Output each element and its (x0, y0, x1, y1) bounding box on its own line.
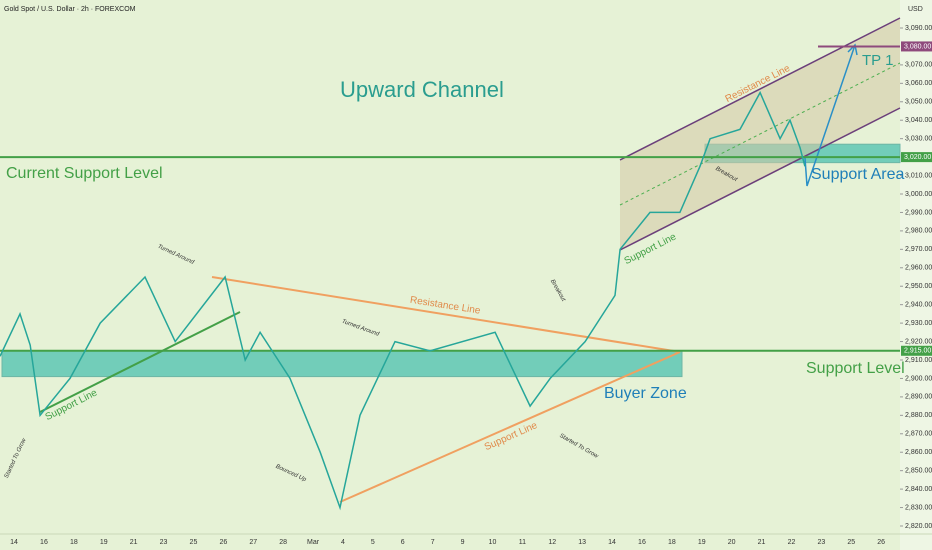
y-tick-label: 2,980.00 (905, 228, 932, 235)
annotation: Buyer Zone (604, 385, 687, 402)
x-tick-label: 16 (638, 539, 646, 546)
x-tick-label: 23 (817, 539, 825, 546)
x-tick-label: 16 (40, 539, 48, 546)
x-tick-label: 26 (219, 539, 227, 546)
y-tick-label: 2,830.00 (905, 504, 932, 511)
x-tick-label: 10 (489, 539, 497, 546)
x-tick-label: 9 (461, 539, 465, 546)
x-tick-label: 4 (341, 539, 345, 546)
resistance-line (211, 276, 681, 353)
y-tick-label: 2,960.00 (905, 265, 932, 272)
x-tick-label: 23 (160, 539, 168, 546)
channel-upper (619, 17, 901, 161)
y-tick-label: 2,890.00 (905, 394, 932, 401)
axis-unit: USD (908, 6, 923, 13)
channel-mid (619, 62, 901, 206)
x-tick-label: 14 (608, 539, 616, 546)
x-tick-label: 25 (847, 539, 855, 546)
y-tick-label: 2,820.00 (905, 523, 932, 530)
y-tick-label: 2,970.00 (905, 246, 932, 253)
price-tag-label: 3,080.00 (904, 43, 931, 50)
y-tick-label: 2,900.00 (905, 375, 932, 382)
x-tick-label: 18 (668, 539, 676, 546)
channel-lower (619, 107, 901, 251)
price-tag (901, 41, 932, 52)
support-line (339, 351, 681, 503)
annotation: Support Level (806, 360, 905, 377)
annotation: Upward Channel (340, 77, 504, 102)
x-tick-label: 22 (788, 539, 796, 546)
annotation: Support Area (811, 166, 905, 183)
y-tick-label: 3,010.00 (905, 172, 932, 179)
price-axis (900, 0, 932, 550)
chart-title: Gold Spot / U.S. Dollar · 2h · FOREXCOM (4, 6, 136, 13)
x-tick-label: 25 (190, 539, 198, 546)
x-tick-label: 18 (70, 539, 78, 546)
y-tick-label: 2,920.00 (905, 338, 932, 345)
price-tag-label: 2,915.00 (904, 348, 931, 355)
x-tick-label: 7 (431, 539, 435, 546)
x-tick-label: 12 (548, 539, 556, 546)
y-tick-label: 2,940.00 (905, 302, 932, 309)
x-tick-label: 19 (100, 539, 108, 546)
y-tick-label: 3,050.00 (905, 99, 932, 106)
y-tick-label: 2,930.00 (905, 320, 932, 327)
x-tick-label: 6 (401, 539, 405, 546)
x-tick-label: 21 (130, 539, 138, 546)
annotation: TP 1 (862, 52, 893, 69)
x-tick-label: 13 (578, 539, 586, 546)
arrow-head (847, 43, 858, 56)
y-tick-label: 2,850.00 (905, 468, 932, 475)
x-tick-label: 26 (877, 539, 885, 546)
x-tick-label: 19 (698, 539, 706, 546)
y-tick-label: 2,840.00 (905, 486, 932, 493)
y-tick-label: 3,030.00 (905, 136, 932, 143)
price-line (0, 90, 806, 511)
y-tick-label: 2,910.00 (905, 357, 932, 364)
y-tick-label: 3,040.00 (905, 117, 932, 124)
price-tag (901, 152, 932, 163)
x-tick-label: 5 (371, 539, 375, 546)
x-tick-label: 28 (279, 539, 287, 546)
y-tick-label: 3,060.00 (905, 80, 932, 87)
x-tick-label: 11 (519, 539, 526, 546)
price-tag-label: 3,020.00 (904, 154, 931, 161)
x-tick-label: Mar (307, 539, 320, 546)
x-tick-label: 27 (249, 539, 257, 546)
y-tick-label: 3,090.00 (905, 25, 932, 32)
annotation: Current Support Level (6, 165, 163, 182)
x-tick-label: 21 (758, 539, 766, 546)
x-tick-label: 20 (728, 539, 736, 546)
y-tick-label: 2,990.00 (905, 209, 932, 216)
y-tick-label: 2,870.00 (905, 431, 932, 438)
y-tick-label: 2,950.00 (905, 283, 932, 290)
support-line (39, 311, 241, 413)
x-tick-label: 14 (10, 539, 18, 546)
y-tick-label: 3,000.00 (905, 191, 932, 198)
y-tick-label: 2,860.00 (905, 449, 932, 456)
zone (1, 350, 683, 378)
y-tick-label: 2,880.00 (905, 412, 932, 419)
forecast-arrow (804, 44, 856, 187)
price-tag (901, 345, 932, 356)
y-tick-label: 3,070.00 (905, 62, 932, 69)
